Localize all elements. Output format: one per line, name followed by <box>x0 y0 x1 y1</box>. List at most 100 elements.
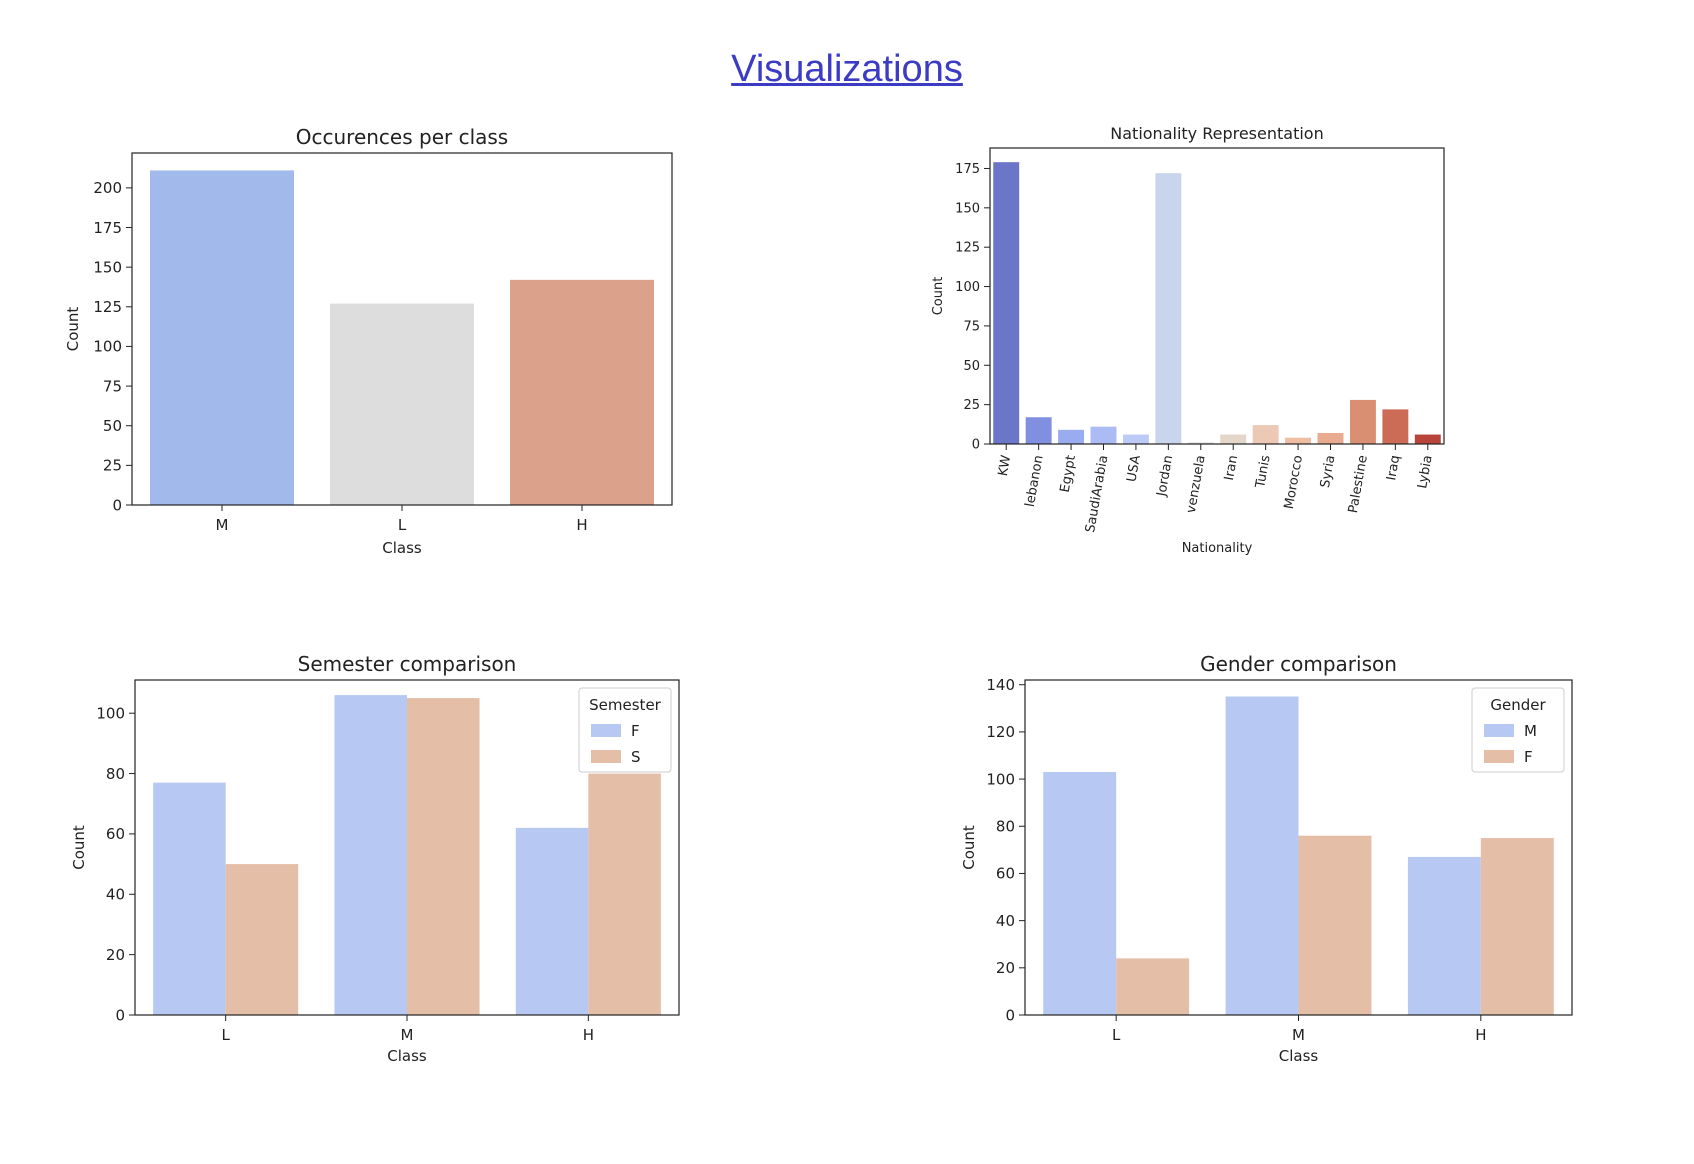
bar-usa <box>1122 434 1149 444</box>
bar-egypt <box>1058 429 1085 444</box>
x-tick-label: Egypt <box>1058 454 1079 494</box>
chart-gender-comparison: Gender comparison 0 20 40 60 80 100 120 140 L M H Cl… <box>960 652 1573 1065</box>
y-tick-label: 150 <box>93 258 122 276</box>
bar-morocco <box>1285 437 1312 444</box>
x-axis-label: Class <box>382 539 422 557</box>
y-tick-label: 0 <box>972 438 980 453</box>
x-tick-label: Tunis <box>1253 454 1274 490</box>
y-tick-label: 60 <box>106 825 125 843</box>
y-axis-label: Count <box>64 307 82 352</box>
y-tick-label: 100 <box>955 280 980 295</box>
y-tick-label: 25 <box>103 457 122 475</box>
x-tick-label: H <box>576 516 587 534</box>
x-tick-label: USA <box>1124 454 1143 483</box>
x-tick-label: L <box>1112 1026 1121 1044</box>
y-tick-label: 0 <box>1005 1006 1015 1024</box>
legend-title: Gender <box>1490 696 1546 714</box>
y-tick-label: 0 <box>115 1006 125 1024</box>
bar-tunis <box>1252 425 1279 444</box>
bar-f-h <box>515 827 589 1015</box>
x-tick-label: L <box>221 1026 230 1044</box>
y-axis-label: Count <box>931 277 946 316</box>
legend-label: S <box>631 748 641 766</box>
legend-title: Semester <box>589 696 662 714</box>
bar-venzuela <box>1187 442 1214 444</box>
bar-m <box>150 170 294 505</box>
bar-palestine <box>1349 399 1376 444</box>
y-tick-label: 200 <box>93 179 122 197</box>
x-tick-label: H <box>583 1026 594 1044</box>
x-tick-label: KW <box>996 454 1014 477</box>
bar-m-h <box>1407 856 1481 1015</box>
x-axis-label: Nationality <box>1182 541 1253 556</box>
bar-s-h <box>588 773 661 1015</box>
y-tick-label: 40 <box>106 886 125 904</box>
y-tick-label: 20 <box>106 946 125 964</box>
bar-f-l <box>1116 958 1190 1015</box>
y-tick-label: 175 <box>955 162 980 177</box>
x-tick-label: Palestine <box>1346 454 1371 514</box>
x-axis-label: Class <box>1279 1047 1319 1065</box>
x-tick-label: lebanon <box>1023 454 1047 508</box>
y-tick-label: 50 <box>103 417 122 435</box>
plot-frame <box>134 679 680 1016</box>
x-tick-label: Jordan <box>1154 454 1176 498</box>
plot-frame <box>131 152 673 506</box>
bar-saudiarabia <box>1090 426 1117 444</box>
bar-kw <box>993 162 1020 444</box>
bar-l <box>330 303 474 505</box>
bar-s-m <box>407 698 480 1015</box>
chart-nationality-representation: Nationality Representation 0 25 50 75 100 125 1… <box>931 124 1445 556</box>
bar-m-l <box>1043 772 1117 1015</box>
bar-f-m <box>1298 835 1372 1015</box>
bar-f-h <box>1480 838 1554 1015</box>
x-tick-label: M <box>1292 1026 1305 1044</box>
x-axis-label: Class <box>387 1047 427 1065</box>
bar-jordan <box>1155 173 1182 444</box>
y-tick-label: 175 <box>93 219 122 237</box>
y-tick-label: 120 <box>986 723 1015 741</box>
y-axis-label: Count <box>70 825 88 870</box>
y-tick-label: 140 <box>986 676 1015 694</box>
y-tick-label: 40 <box>996 912 1015 930</box>
x-tick-label: Syria <box>1318 454 1338 489</box>
y-tick-label: 75 <box>963 319 980 334</box>
x-tick-label: venzuela <box>1184 454 1209 514</box>
x-tick-label: SaudiArabia <box>1083 454 1111 534</box>
bar-f-m <box>334 695 407 1015</box>
bar-iraq <box>1382 409 1409 444</box>
y-tick-label: 125 <box>955 241 980 256</box>
page-title-wrap: Visualizations <box>0 48 1694 91</box>
chart-semester-comparison: Semester comparison 0 20 40 60 80 100 L M H Class C… <box>70 652 680 1065</box>
chart-title: Occurences per class <box>296 125 508 149</box>
y-tick-label: 125 <box>93 298 122 316</box>
x-tick-label: L <box>398 516 407 534</box>
x-tick-label: Morocco <box>1282 454 1306 510</box>
y-tick-label: 100 <box>986 770 1015 788</box>
legend-label: M <box>1524 722 1537 740</box>
legend-swatch-m <box>1484 724 1514 737</box>
chart-title: Semester comparison <box>298 652 517 676</box>
y-tick-label: 20 <box>996 959 1015 977</box>
y-tick-label: 25 <box>963 398 980 413</box>
chart-title: Nationality Representation <box>1110 124 1323 143</box>
x-tick-label: Lybia <box>1415 454 1436 490</box>
y-tick-label: 150 <box>955 201 980 216</box>
bar-m-m <box>1225 696 1299 1015</box>
x-tick-label: M <box>401 1026 414 1044</box>
legend-swatch-f <box>591 724 621 737</box>
bar-h <box>510 279 654 505</box>
legend-label: F <box>1524 748 1533 766</box>
visualizations-link[interactable]: Visualizations <box>731 48 963 90</box>
y-tick-label: 80 <box>996 818 1015 836</box>
y-tick-label: 60 <box>996 865 1015 883</box>
y-axis-label: Count <box>960 825 978 870</box>
bar-iran <box>1220 434 1247 444</box>
x-tick-label: H <box>1475 1026 1486 1044</box>
chart-title: Gender comparison <box>1200 652 1397 676</box>
y-tick-label: 0 <box>112 496 122 514</box>
x-tick-label: M <box>216 516 229 534</box>
bar-lebanon <box>1025 417 1052 444</box>
x-tick-label: Iran <box>1222 454 1241 482</box>
legend-swatch-s <box>591 750 621 763</box>
